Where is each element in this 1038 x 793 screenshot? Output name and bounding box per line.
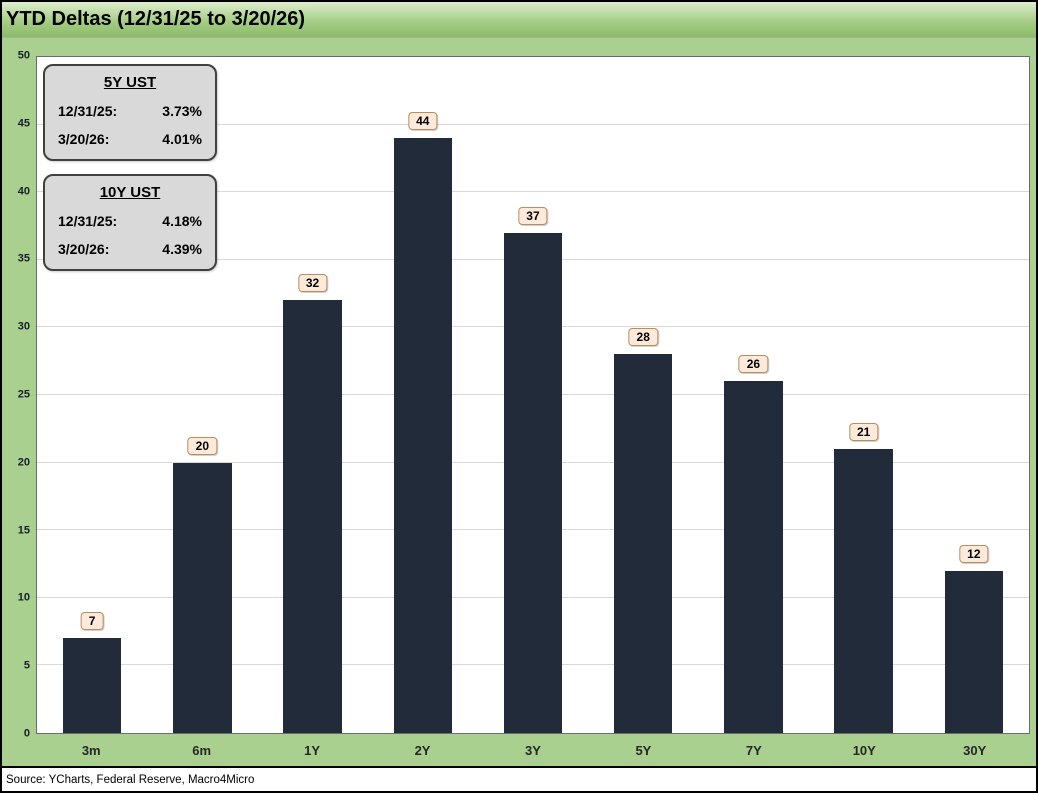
bar [614,354,673,733]
y-axis-tick-label: 5 [23,659,30,672]
bar-value-label: 20 [187,436,218,455]
y-axis-tick-label: 30 [17,320,30,333]
annotation-row: 3/20/26: 4.01% [55,131,205,147]
y-axis-tick-label: 0 [23,727,30,740]
bar-group: 37 [478,57,588,733]
annotation-row-label: 3/20/26: [58,131,110,147]
bar-value-label: 32 [297,274,328,293]
annotation-5y-ust: 5Y UST 12/31/25: 3.73% 3/20/26: 4.01% [43,64,217,161]
y-axis-tick-label: 15 [17,524,30,537]
bar-group: 12 [919,57,1029,733]
bars: 7 20 32 44 37 28 26 21 12 [37,57,1029,733]
annotation-row-value: 4.01% [162,131,202,147]
bar [834,449,893,733]
gridline [37,123,1029,125]
x-axis-label: 7Y [745,743,762,758]
bar [173,462,232,733]
bar-group: 44 [368,57,478,733]
bar [393,138,452,733]
x-axis-label: 3Y [525,743,541,758]
bar-group: 20 [147,57,257,733]
bar-group: 32 [257,57,367,733]
chart-area: 0 5 10 15 20 25 30 35 40 45 50 7 20 32 44 37 28 26 21 12 5… [2,38,1036,766]
annotation-row-label: 3/20/26: [58,241,110,257]
x-axis-label: 2Y [414,743,431,758]
bar [283,300,342,733]
y-axis-tick-label: 25 [17,388,30,401]
bar-value-label: 28 [628,328,658,347]
y-axis: 0 5 10 15 20 25 30 35 40 45 50 [2,50,33,739]
chart-title-bar: YTD Deltas (12/31/25 to 3/20/26) [2,2,1036,38]
annotation-row: 12/31/25: 4.18% [55,213,205,229]
x-axis-label: 6m [192,743,212,758]
annotation-row-value: 4.18% [162,213,202,229]
bar-value-label: 37 [518,206,548,225]
y-axis-tick-label: 50 [17,49,30,62]
x-axis-label: 30Y [963,743,987,758]
annotation-heading: 10Y UST [99,184,161,201]
bar-value-label: 12 [959,544,989,563]
annotation-row-value: 3.73% [162,103,202,119]
bar-group: 21 [809,57,919,733]
bar-value-label: 21 [848,423,879,442]
annotation-row-label: 12/31/25: [58,103,118,119]
bar-group: 28 [588,57,698,733]
bar [62,638,122,733]
annotation-10y-ust: 10Y UST 12/31/25: 4.18% 3/20/26: 4.39% [43,174,217,271]
y-axis-tick-label: 10 [17,591,30,604]
bar [503,232,563,733]
y-axis-tick-label: 35 [17,252,30,265]
annotation-row: 3/20/26: 4.39% [55,241,205,257]
bar-group: 7 [37,57,147,733]
bar-group: 26 [698,57,808,733]
gridline [37,191,1029,193]
y-axis-tick-label: 20 [17,456,30,469]
annotation-heading: 5Y UST [103,74,157,91]
annotation-row: 12/31/25: 3.73% [55,103,205,119]
x-axis-label: 3m [81,743,101,758]
y-axis-tick-label: 40 [17,185,30,198]
annotation-row-value: 4.39% [162,241,202,257]
bar-value-label: 7 [80,612,104,631]
x-axis-label: 1Y [304,743,321,758]
x-axis-label: 10Y [852,743,876,758]
plot-area: 7 20 32 44 37 28 26 21 12 5Y UST 12/31/25: 3.73%… [36,56,1030,734]
x-axis-label: 5Y [635,743,652,758]
annotation-row-label: 12/31/25: [58,213,118,229]
source-text: Source: YCharts, Federal Reserve, Macro4… [6,773,255,786]
bar-value-label: 26 [738,355,769,374]
bar-value-label: 44 [408,112,438,131]
y-axis-tick-label: 45 [17,117,30,130]
chart-title: YTD Deltas (12/31/25 to 3/20/26) [6,8,306,30]
bar [944,570,1004,733]
x-axis: 3m 6m 1Y 2Y 3Y 5Y 7Y 10Y 30Y [36,734,1030,766]
bar [724,381,783,733]
source-bar: Source: YCharts, Federal Reserve, Macro4… [2,766,1036,791]
